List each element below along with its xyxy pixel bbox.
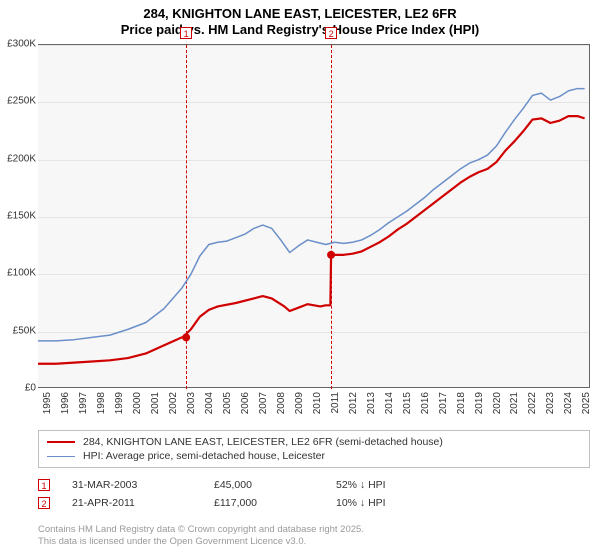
x-axis-label: 2007 [258,392,269,432]
sale-row: 2 21-APR-2011 £117,000 10% ↓ HPI [38,494,590,512]
x-axis-label: 2018 [456,392,467,432]
plot-area: 12 [38,44,590,388]
x-axis-label: 2017 [438,392,449,432]
y-axis-label: £50K [0,325,36,336]
sale-row: 1 31-MAR-2003 £45,000 52% ↓ HPI [38,476,590,494]
x-axis-label: 1998 [96,392,107,432]
x-axis-label: 1999 [114,392,125,432]
legend-row-property: 284, KNIGHTON LANE EAST, LEICESTER, LE2 … [47,435,581,449]
y-axis-label: £0 [0,383,36,394]
y-axis-label: £200K [0,153,36,164]
footer: Contains HM Land Registry data © Crown c… [38,524,590,549]
x-axis-label: 2006 [240,392,251,432]
x-axis-label: 2010 [312,392,323,432]
sale-marker-badge: 1 [180,27,192,39]
series-hpi [38,89,585,341]
x-axis-label: 2009 [294,392,305,432]
legend: 284, KNIGHTON LANE EAST, LEICESTER, LE2 … [38,430,590,468]
x-axis-label: 2016 [420,392,431,432]
y-axis-label: £100K [0,268,36,279]
x-axis-label: 2022 [527,392,538,432]
title-block: 284, KNIGHTON LANE EAST, LEICESTER, LE2 … [0,0,600,39]
sale-price: £45,000 [214,479,314,491]
x-axis-label: 2024 [563,392,574,432]
sale-delta: 10% ↓ HPI [336,497,456,509]
x-axis-label: 2001 [150,392,161,432]
chart-lines [38,45,589,387]
x-axis-label: 2020 [492,392,503,432]
y-axis-label: £300K [0,39,36,50]
x-axis-label: 2023 [545,392,556,432]
x-axis-label: 2019 [474,392,485,432]
sale-marker-dot [182,333,190,341]
x-axis-label: 2004 [204,392,215,432]
x-axis-label: 2015 [402,392,413,432]
legend-label-hpi: HPI: Average price, semi-detached house,… [83,450,325,462]
sale-marker-badge: 2 [325,27,337,39]
series-property [38,116,585,364]
x-axis-label: 2000 [132,392,143,432]
x-axis-label: 2002 [168,392,179,432]
legend-row-hpi: HPI: Average price, semi-detached house,… [47,449,581,463]
x-axis-label: 1995 [42,392,53,432]
x-axis-label: 2013 [366,392,377,432]
chart-container: 284, KNIGHTON LANE EAST, LEICESTER, LE2 … [0,0,600,560]
x-axis-label: 2005 [222,392,233,432]
sale-marker-icon: 2 [38,497,50,509]
sale-price: £117,000 [214,497,314,509]
x-axis-label: 1997 [78,392,89,432]
x-axis-label: 2025 [581,392,592,432]
sale-delta: 52% ↓ HPI [336,479,456,491]
footer-line2: This data is licensed under the Open Gov… [38,536,590,548]
sale-date: 21-APR-2011 [72,497,192,509]
y-axis-label: £150K [0,211,36,222]
legend-swatch-hpi [47,456,75,457]
x-axis-label: 2012 [348,392,359,432]
x-axis-label: 1996 [60,392,71,432]
x-axis-label: 2003 [186,392,197,432]
y-axis-label: £250K [0,96,36,107]
x-axis-label: 2011 [330,392,341,432]
footer-line1: Contains HM Land Registry data © Crown c… [38,524,590,536]
x-axis-label: 2021 [509,392,520,432]
sale-date: 31-MAR-2003 [72,479,192,491]
title-line1: 284, KNIGHTON LANE EAST, LEICESTER, LE2 … [0,6,600,22]
title-line2: Price paid vs. HM Land Registry's House … [0,22,600,38]
x-axis-label: 2008 [276,392,287,432]
sale-marker-icon: 1 [38,479,50,491]
legend-label-property: 284, KNIGHTON LANE EAST, LEICESTER, LE2 … [83,436,443,448]
sale-marker-dot [327,251,335,259]
legend-swatch-property [47,441,75,443]
x-axis-label: 2014 [384,392,395,432]
sales-table: 1 31-MAR-2003 £45,000 52% ↓ HPI 2 21-APR… [38,476,590,512]
